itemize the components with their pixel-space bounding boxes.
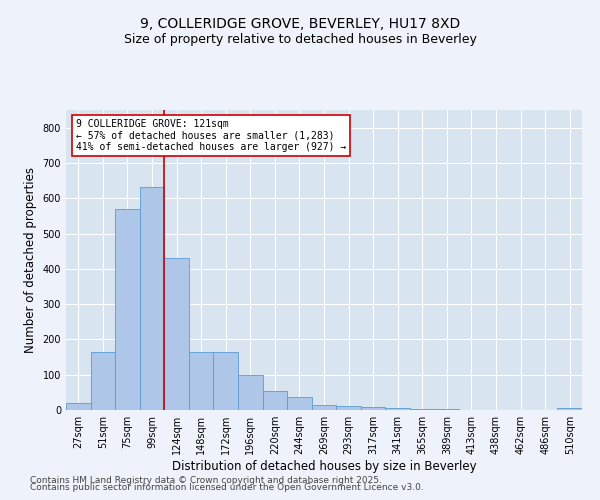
Text: 9 COLLERIDGE GROVE: 121sqm
← 57% of detached houses are smaller (1,283)
41% of s: 9 COLLERIDGE GROVE: 121sqm ← 57% of deta… — [76, 119, 347, 152]
Bar — [238, 374, 263, 410]
Bar — [312, 405, 336, 410]
Y-axis label: Number of detached properties: Number of detached properties — [24, 167, 37, 353]
Text: Size of property relative to detached houses in Beverley: Size of property relative to detached ho… — [124, 32, 476, 46]
Bar — [214, 352, 238, 410]
Bar — [410, 409, 434, 410]
Text: Contains public sector information licensed under the Open Government Licence v3: Contains public sector information licen… — [30, 484, 424, 492]
Bar — [287, 397, 312, 410]
Bar — [263, 390, 287, 410]
Text: 9, COLLERIDGE GROVE, BEVERLEY, HU17 8XD: 9, COLLERIDGE GROVE, BEVERLEY, HU17 8XD — [140, 18, 460, 32]
Bar — [336, 406, 361, 410]
Bar — [66, 403, 91, 410]
Bar — [189, 352, 214, 410]
Bar — [361, 407, 385, 410]
Bar — [385, 408, 410, 410]
Text: Contains HM Land Registry data © Crown copyright and database right 2025.: Contains HM Land Registry data © Crown c… — [30, 476, 382, 485]
Bar — [164, 258, 189, 410]
X-axis label: Distribution of detached houses by size in Beverley: Distribution of detached houses by size … — [172, 460, 476, 473]
Bar — [115, 209, 140, 410]
Bar — [140, 187, 164, 410]
Bar — [91, 352, 115, 410]
Bar — [557, 408, 582, 410]
